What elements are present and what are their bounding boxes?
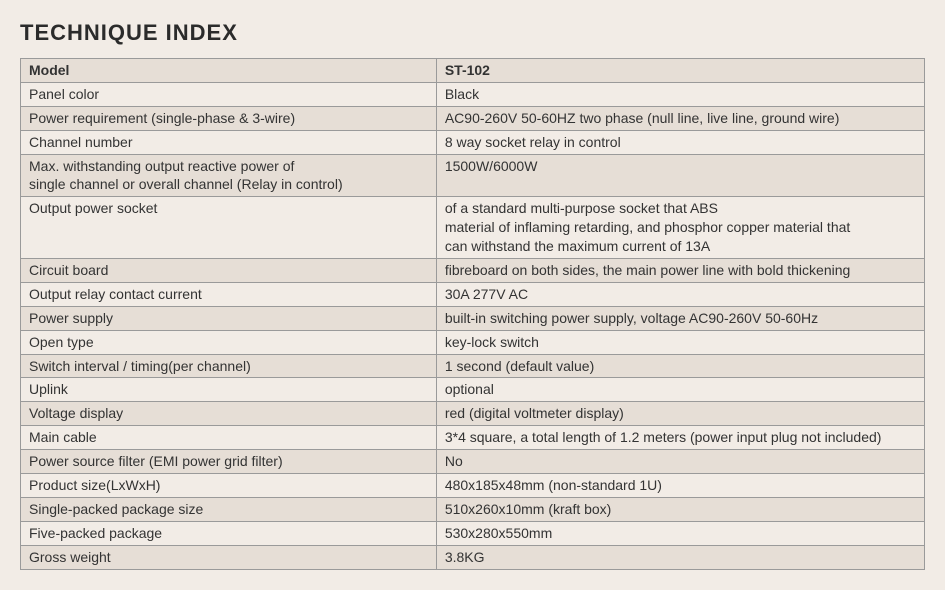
table-row: Power supplybuilt-in switching power sup…: [21, 306, 925, 330]
table-row: Open typekey-lock switch: [21, 330, 925, 354]
row-label: Open type: [21, 330, 437, 354]
row-value: of a standard multi-purpose socket that …: [436, 197, 924, 259]
row-label: Product size(LxWxH): [21, 474, 437, 498]
table-row: Max. withstanding output reactive power …: [21, 154, 925, 197]
spec-table: ModelST-102Panel colorBlackPower require…: [20, 58, 925, 570]
row-label: Power supply: [21, 306, 437, 330]
row-value: optional: [436, 378, 924, 402]
row-value: 8 way socket relay in control: [436, 130, 924, 154]
row-value: 510x260x10mm (kraft box): [436, 497, 924, 521]
row-value: 3*4 square, a total length of 1.2 meters…: [436, 426, 924, 450]
table-row: Output power socketof a standard multi-p…: [21, 197, 925, 259]
row-label: Single-packed package size: [21, 497, 437, 521]
row-value: AC90-260V 50-60HZ two phase (null line, …: [436, 106, 924, 130]
row-label: Output power socket: [21, 197, 437, 259]
row-value: 1500W/6000W: [436, 154, 924, 197]
row-value: 30A 277V AC: [436, 282, 924, 306]
table-row: Single-packed package size510x260x10mm (…: [21, 497, 925, 521]
page-title: TECHNIQUE INDEX: [20, 20, 925, 46]
table-row: Gross weight3.8KG: [21, 545, 925, 569]
row-value: 480x185x48mm (non-standard 1U): [436, 474, 924, 498]
row-label: Power source filter (EMI power grid filt…: [21, 450, 437, 474]
row-value: Black: [436, 82, 924, 106]
table-row: Five-packed package530x280x550mm: [21, 521, 925, 545]
row-label: Voltage display: [21, 402, 437, 426]
table-row: Power requirement (single-phase & 3-wire…: [21, 106, 925, 130]
table-row: Uplinkoptional: [21, 378, 925, 402]
table-row: Product size(LxWxH)480x185x48mm (non-sta…: [21, 474, 925, 498]
row-value: key-lock switch: [436, 330, 924, 354]
table-row: Output relay contact current30A 277V AC: [21, 282, 925, 306]
row-label: Five-packed package: [21, 521, 437, 545]
row-label: Output relay contact current: [21, 282, 437, 306]
row-value: 3.8KG: [436, 545, 924, 569]
row-label: Switch interval / timing(per channel): [21, 354, 437, 378]
row-value: fibreboard on both sides, the main power…: [436, 259, 924, 283]
row-label: Power requirement (single-phase & 3-wire…: [21, 106, 437, 130]
header-label: Model: [21, 59, 437, 83]
row-value: No: [436, 450, 924, 474]
row-value: 530x280x550mm: [436, 521, 924, 545]
table-row: Power source filter (EMI power grid filt…: [21, 450, 925, 474]
table-row: Channel number8 way socket relay in cont…: [21, 130, 925, 154]
row-label: Panel color: [21, 82, 437, 106]
row-value: built-in switching power supply, voltage…: [436, 306, 924, 330]
table-row: Panel colorBlack: [21, 82, 925, 106]
row-label: Max. withstanding output reactive power …: [21, 154, 437, 197]
row-label: Gross weight: [21, 545, 437, 569]
table-row: Circuit boardfibreboard on both sides, t…: [21, 259, 925, 283]
table-header-row: ModelST-102: [21, 59, 925, 83]
header-value: ST-102: [436, 59, 924, 83]
row-label: Channel number: [21, 130, 437, 154]
table-row: Switch interval / timing(per channel)1 s…: [21, 354, 925, 378]
table-row: Voltage displayred (digital voltmeter di…: [21, 402, 925, 426]
table-row: Main cable3*4 square, a total length of …: [21, 426, 925, 450]
row-label: Main cable: [21, 426, 437, 450]
row-value: 1 second (default value): [436, 354, 924, 378]
row-label: Uplink: [21, 378, 437, 402]
row-label: Circuit board: [21, 259, 437, 283]
row-value: red (digital voltmeter display): [436, 402, 924, 426]
